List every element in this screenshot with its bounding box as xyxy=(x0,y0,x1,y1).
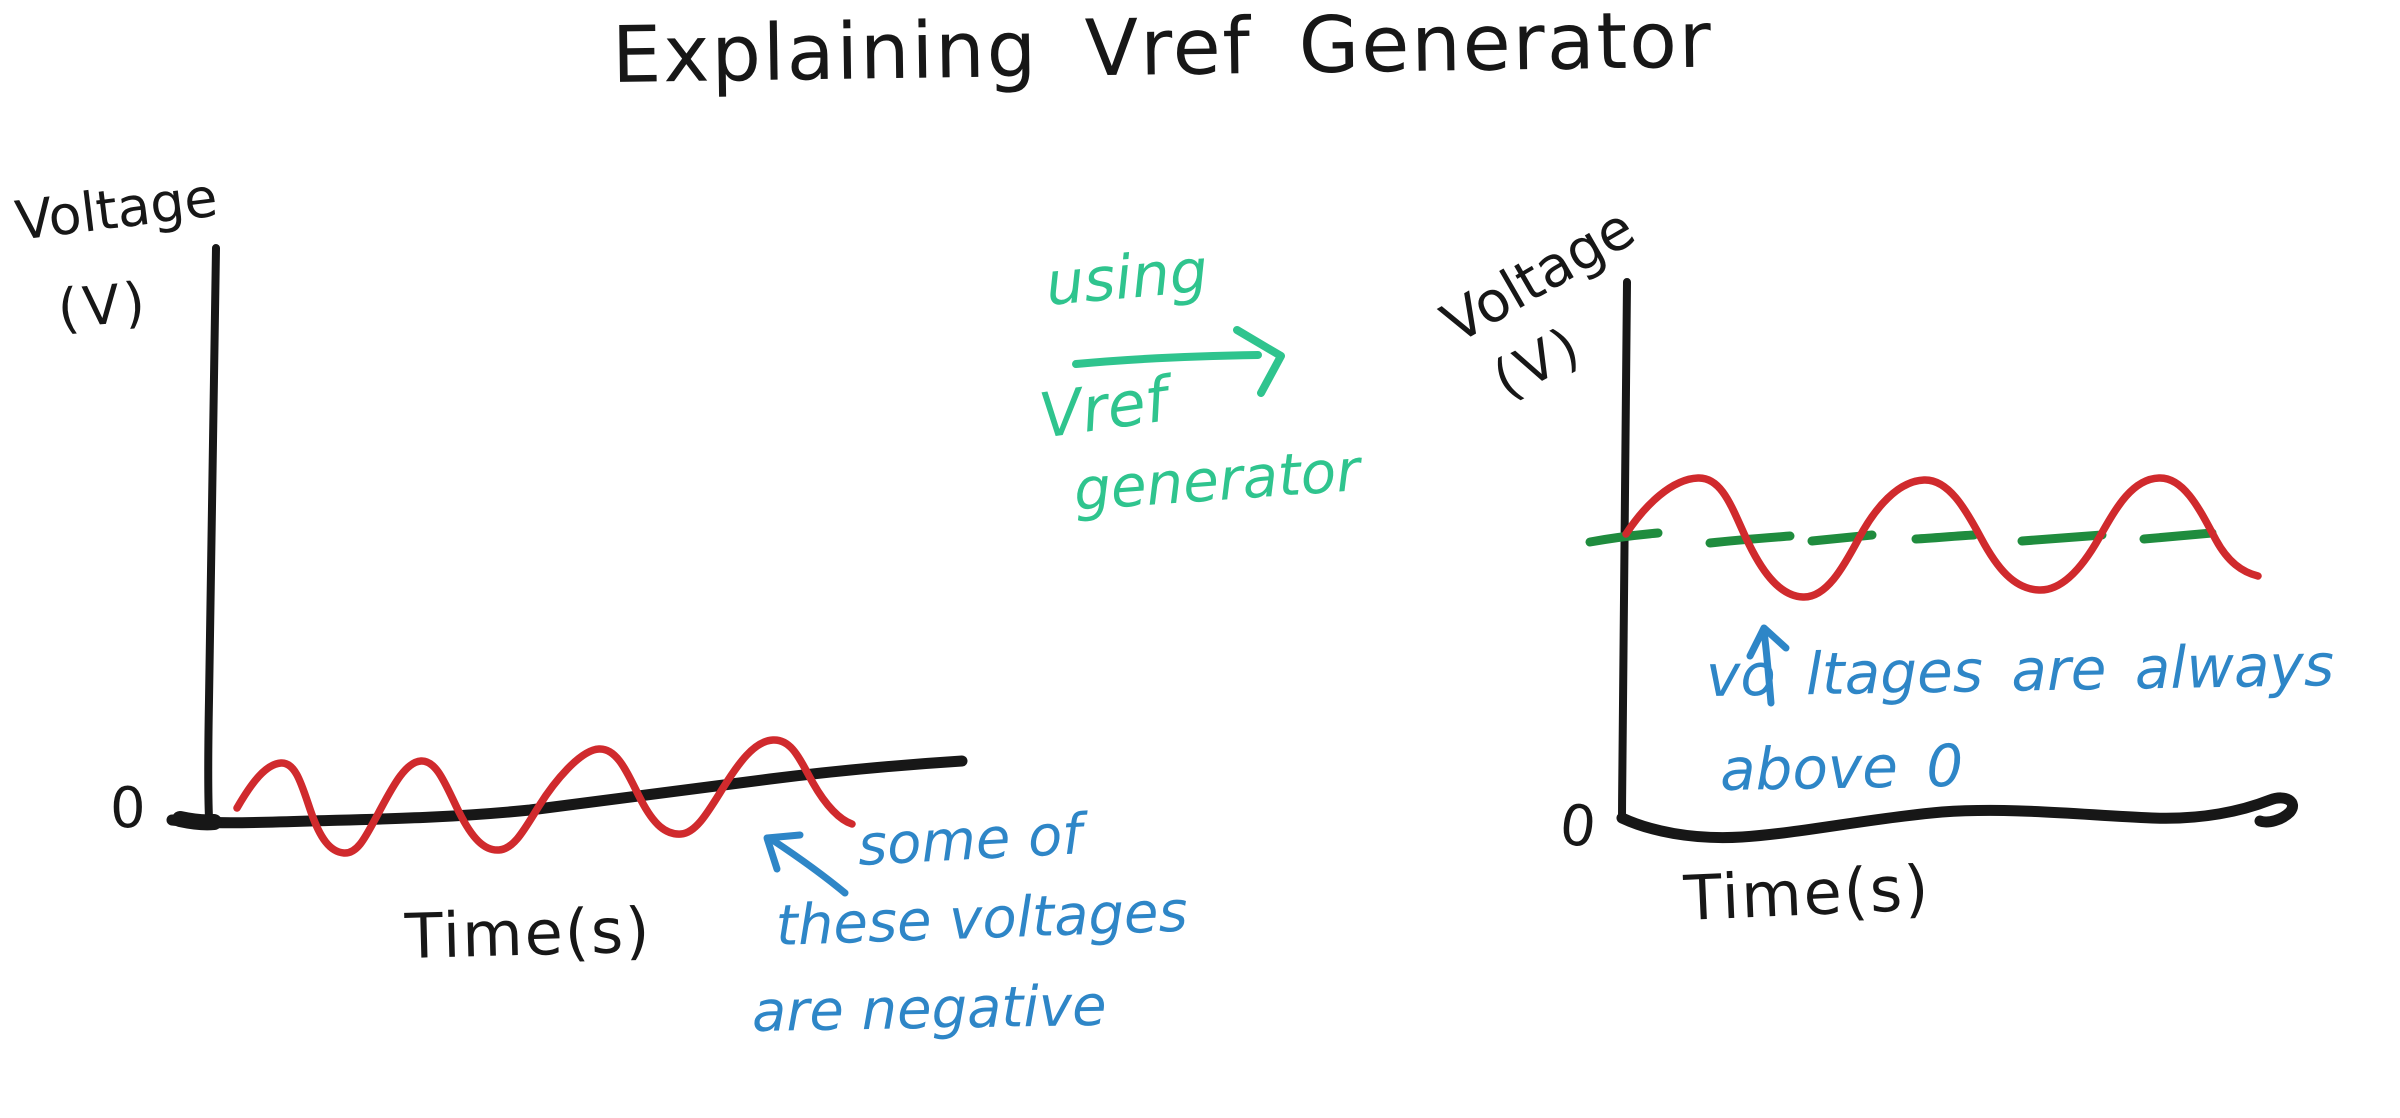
left-origin-tick-label: 0 xyxy=(110,776,146,841)
right-chart-y-axis xyxy=(1618,278,1631,822)
right-note-line-1-prefix: vo xyxy=(1705,640,1777,710)
right-sine-wave xyxy=(1622,474,2262,601)
left-chart-origin-ink-blob xyxy=(172,811,222,831)
transform-note-using: using xyxy=(1042,236,1211,320)
up-left-arrow-icon xyxy=(763,831,849,897)
vref-dashed-line xyxy=(1585,528,2217,548)
right-origin-tick-label: 0 xyxy=(1556,792,1600,862)
transform-note-generator: generator xyxy=(1071,436,1363,524)
right-note-line-2: above 0 xyxy=(1719,731,1964,804)
left-note-line-2: these voltages xyxy=(774,879,1189,959)
left-y-axis-unit: (V) xyxy=(55,270,152,341)
left-y-axis-label: Voltage xyxy=(12,165,221,253)
right-x-axis-label: Time(s) xyxy=(1682,851,1932,935)
left-note-line-3: are negative xyxy=(751,973,1108,1045)
transform-note-vref: Vref xyxy=(1034,362,1172,453)
left-sine-wave xyxy=(233,736,856,857)
left-x-axis-label: Time(s) xyxy=(404,893,653,973)
left-chart-y-axis xyxy=(204,244,220,822)
right-note-line-1-suffix: ltages are always xyxy=(1805,631,2335,709)
page-title: Explaining Vref Generator xyxy=(611,0,1714,101)
left-note-line-1: some of xyxy=(856,802,1084,879)
right-note-line-1: vo ltages are always xyxy=(1705,631,2335,710)
left-chart-x-axis xyxy=(166,755,968,829)
